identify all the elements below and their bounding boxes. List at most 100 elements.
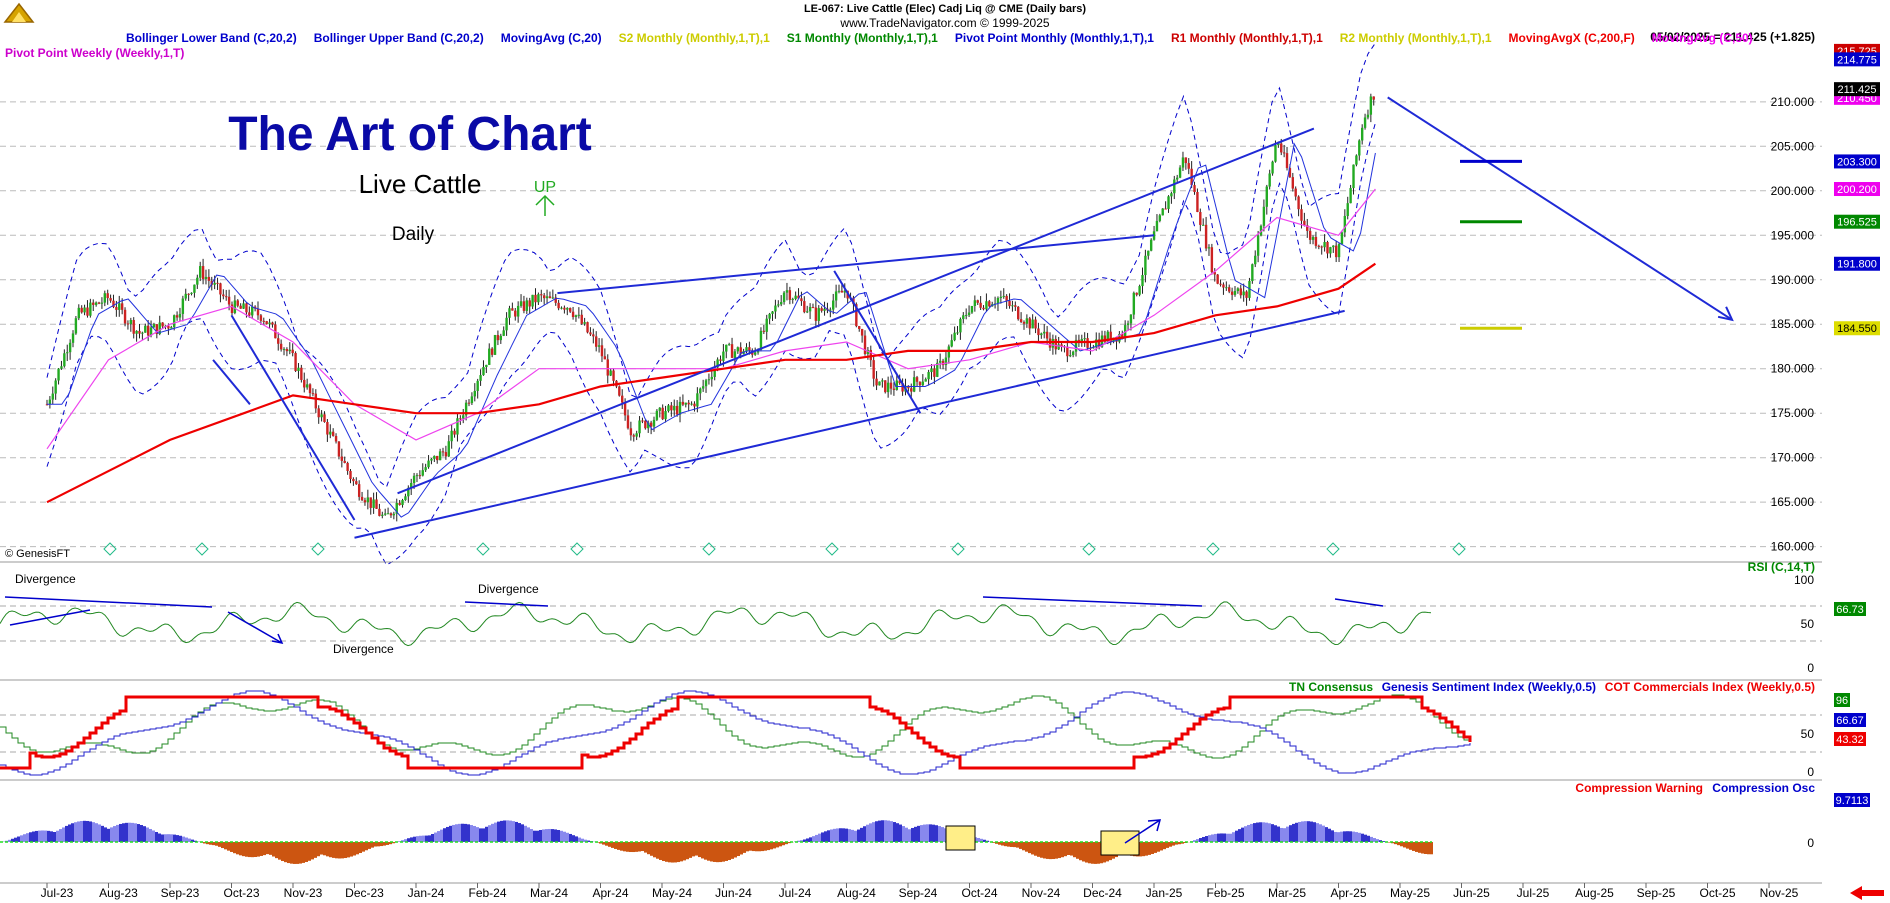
candle-body [892, 388, 896, 390]
trendline [557, 234, 1155, 295]
compression-bar [1241, 827, 1244, 842]
compression-bar [758, 842, 761, 852]
compression-bar [911, 827, 914, 842]
compression-bar [89, 821, 92, 842]
candle-body [1074, 339, 1078, 352]
candle-body [418, 475, 422, 477]
candle-body [823, 308, 826, 311]
compression-bar [1049, 842, 1052, 860]
compression-bar [272, 842, 275, 857]
event-marker-icon [825, 542, 839, 556]
candle-body [777, 304, 780, 306]
compression-bar [278, 842, 281, 860]
candle-body [1045, 331, 1049, 339]
candle-body [146, 325, 150, 336]
candle-body [540, 294, 543, 296]
compression-bar [359, 842, 362, 854]
y-tick-label: 175.000 [1771, 406, 1815, 420]
compression-warning-box-1 [945, 825, 976, 851]
compression-bar [347, 842, 350, 858]
candle-body [589, 332, 592, 335]
candle-body [716, 359, 719, 368]
price-badges: 215.725214.775210.450211.425203.300200.2… [1834, 43, 1880, 336]
x-tick-label: Aug-25 [1575, 886, 1614, 900]
compression-bar [191, 839, 194, 842]
compression-bar [542, 829, 545, 842]
candle-body [505, 317, 508, 331]
legend-item: Bollinger Lower Band (C,20,2) [126, 31, 297, 45]
compression-bar [68, 824, 71, 842]
candle-body [950, 340, 953, 347]
compression-bar [602, 842, 605, 845]
x-tick-label: Oct-25 [1699, 886, 1735, 900]
candle-body [1306, 225, 1309, 231]
candle-body [1057, 344, 1060, 350]
compression-bar [218, 842, 221, 847]
compression-bar [1073, 842, 1076, 858]
compression-bar [1259, 822, 1262, 842]
compression-bar [131, 822, 134, 842]
candle-body [178, 313, 182, 318]
compression-bar [1091, 842, 1094, 864]
candle-body [869, 349, 872, 361]
compression-bar [332, 842, 335, 858]
candle-body [618, 386, 621, 396]
x-tick-label: Jul-25 [1517, 886, 1550, 900]
compression-bar [1286, 826, 1289, 842]
candle-body [1308, 230, 1312, 240]
candle-body [97, 302, 101, 304]
compression-bar [824, 831, 827, 842]
candle-body [511, 308, 514, 311]
divergence-label-1: Divergence [15, 572, 76, 586]
candle-body [1311, 236, 1315, 240]
trendline [397, 127, 1315, 495]
x-tick-label: Oct-23 [223, 886, 259, 900]
candle-body [499, 335, 503, 341]
candle-body [1294, 188, 1297, 197]
compression-bar [1064, 842, 1067, 857]
candle-body [251, 306, 254, 316]
candle-body [806, 311, 809, 313]
genesis-sentiment-line [0, 690, 1471, 776]
compression-bar [554, 829, 557, 842]
candle-body [765, 318, 768, 332]
candle-body [1066, 346, 1069, 357]
compression-bar [677, 842, 680, 863]
compression-bar [899, 824, 902, 842]
consensus-tick-0: 0 [1807, 765, 1814, 779]
header-title: LE-067: Live Cattle (Elec) Cadj Liq @ CM… [804, 3, 1086, 15]
candle-body [317, 408, 320, 418]
cot-commercials-line [0, 695, 1472, 770]
candle-body [1051, 338, 1055, 348]
price-badge-text: 184.550 [1837, 323, 1877, 335]
compression-bar [701, 842, 704, 859]
candle-body [1340, 232, 1344, 245]
price-badge-text: 191.800 [1837, 259, 1877, 271]
candle-body [1271, 161, 1274, 174]
candle-body [886, 382, 890, 393]
candle-body [372, 499, 375, 508]
candle-body [800, 298, 803, 302]
divergence-label-2: Divergence [478, 582, 539, 596]
candle-body [395, 502, 398, 514]
compression-bar [626, 842, 629, 852]
compression-bar [560, 830, 563, 842]
candle-body [829, 309, 832, 311]
x-tick-label: Nov-25 [1760, 886, 1799, 900]
scroll-arrow-icon[interactable] [1850, 886, 1884, 900]
compression-bars [2, 820, 1433, 864]
compression-bar [335, 842, 338, 859]
candle-body [537, 294, 540, 303]
x-tick-label: Sep-24 [899, 886, 938, 900]
compression-bar [1220, 833, 1223, 842]
candle-body [727, 344, 731, 346]
compression-bar [755, 842, 758, 852]
candle-body [248, 312, 251, 316]
compression-bar [491, 823, 494, 842]
compression-bar [248, 842, 251, 858]
compression-bar [1310, 821, 1313, 842]
compression-bar [410, 837, 413, 842]
compression-bar [617, 842, 620, 850]
compression-bar [20, 835, 23, 842]
